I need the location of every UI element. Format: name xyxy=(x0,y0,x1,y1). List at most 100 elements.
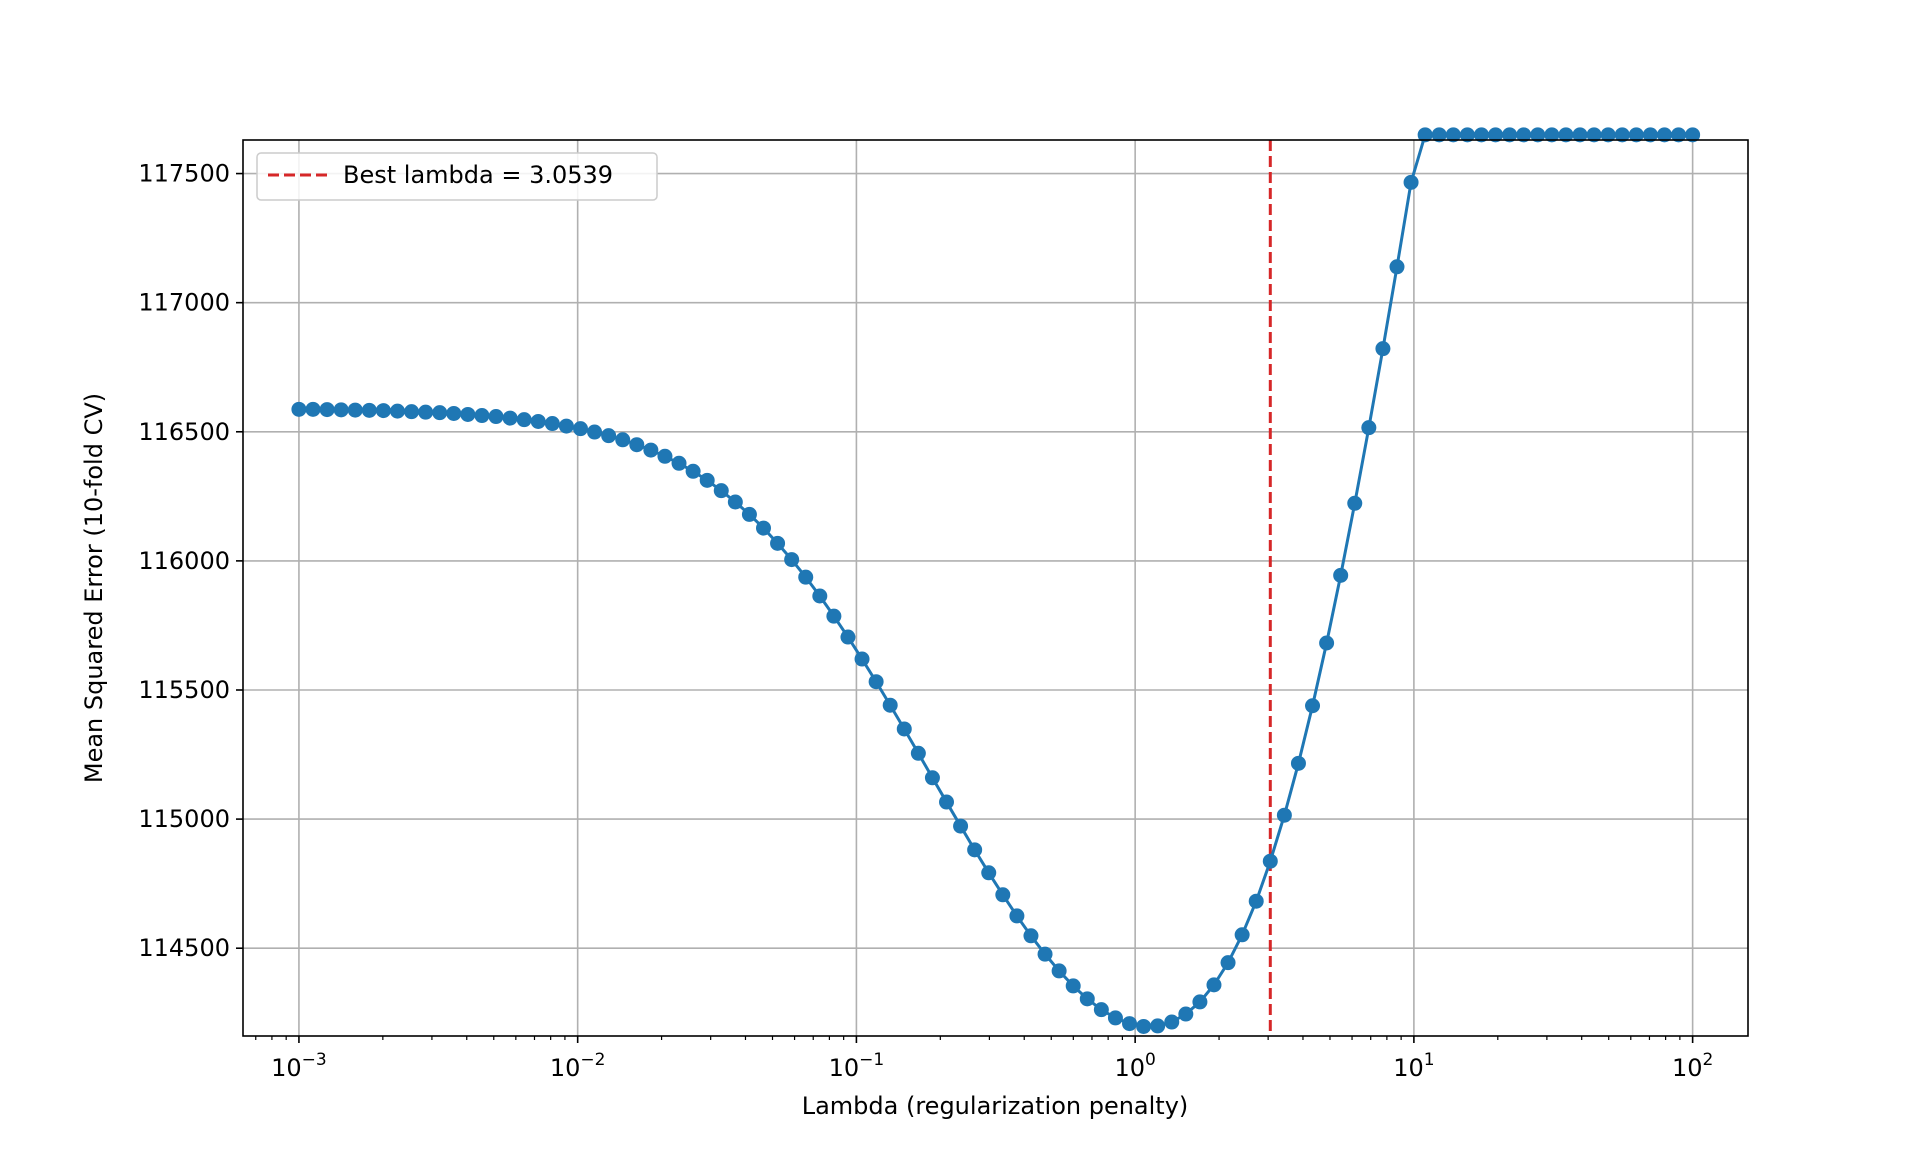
data-point xyxy=(1361,420,1377,436)
data-point xyxy=(981,865,997,881)
legend-box xyxy=(256,152,658,201)
data-point xyxy=(1009,908,1025,924)
data-point xyxy=(572,421,588,437)
data-point xyxy=(488,409,504,425)
data-point xyxy=(1558,127,1574,143)
y-tick-label: 116500 xyxy=(138,418,230,446)
data-point xyxy=(756,520,771,536)
data-point xyxy=(1530,127,1546,143)
data-point xyxy=(1023,928,1039,944)
data-point xyxy=(840,629,856,645)
data-point xyxy=(1178,1006,1194,1022)
data-point xyxy=(375,403,391,419)
data-point xyxy=(1417,127,1433,143)
legend-label: Best lambda = 3.0539 xyxy=(343,161,613,189)
data-point xyxy=(924,770,940,786)
data-point xyxy=(1642,127,1658,143)
data-point xyxy=(1290,755,1306,771)
data-point xyxy=(1079,991,1095,1007)
data-point xyxy=(1276,807,1292,823)
data-point xyxy=(1572,127,1588,143)
data-point xyxy=(1473,127,1489,143)
data-point xyxy=(460,406,476,422)
data-point xyxy=(868,674,884,690)
data-point xyxy=(319,402,335,418)
data-point xyxy=(939,794,955,810)
data-point xyxy=(530,413,546,429)
data-point xyxy=(685,463,701,479)
data-point xyxy=(896,721,912,737)
plot-frame xyxy=(242,139,1749,1037)
data-point xyxy=(1488,127,1504,143)
data-point xyxy=(798,569,814,585)
x-tick-exponent: 1 xyxy=(1424,1050,1435,1070)
data-point xyxy=(882,697,898,713)
x-tick-label: 102 xyxy=(1672,1050,1713,1082)
y-axis-label: Mean Squared Error (10-fold CV) xyxy=(80,393,108,783)
data-point xyxy=(544,416,560,432)
data-point xyxy=(713,483,729,499)
series-layer xyxy=(291,127,1701,1034)
data-point xyxy=(404,404,420,420)
data-point xyxy=(446,405,462,421)
data-point xyxy=(812,588,828,604)
data-point xyxy=(1502,127,1518,143)
y-tick-label: 115000 xyxy=(138,805,230,833)
data-point xyxy=(1093,1002,1109,1018)
data-point xyxy=(1248,893,1264,909)
data-point xyxy=(1206,977,1222,993)
data-point xyxy=(1136,1018,1152,1034)
y-tick-label: 114500 xyxy=(138,934,230,962)
data-point xyxy=(347,402,363,418)
data-point xyxy=(305,401,321,417)
data-point xyxy=(1600,127,1616,143)
data-point xyxy=(953,818,969,834)
x-tick-exponent: −3 xyxy=(302,1050,327,1070)
data-point xyxy=(1431,127,1447,143)
x-minor-ticks xyxy=(255,1036,1681,1040)
data-point xyxy=(1107,1010,1123,1026)
data-point xyxy=(291,401,307,417)
data-point xyxy=(1389,259,1405,275)
data-point xyxy=(333,402,349,418)
data-point xyxy=(910,745,926,761)
data-point xyxy=(643,442,659,458)
data-point xyxy=(995,887,1011,903)
data-point xyxy=(1656,127,1672,143)
x-tick-label: 10−1 xyxy=(829,1050,885,1082)
data-point xyxy=(854,651,870,667)
data-point xyxy=(1305,698,1321,714)
data-point xyxy=(967,842,983,858)
data-point xyxy=(784,552,800,568)
data-point xyxy=(1586,127,1602,143)
data-point xyxy=(1192,994,1208,1010)
data-point xyxy=(1445,127,1461,143)
data-point xyxy=(516,412,532,428)
data-point xyxy=(474,408,490,424)
data-point xyxy=(741,506,757,522)
data-point xyxy=(1051,963,1067,979)
y-tick-label: 117000 xyxy=(138,289,230,317)
data-point xyxy=(1459,127,1475,143)
data-point xyxy=(671,455,687,471)
data-point xyxy=(1671,127,1687,143)
data-point xyxy=(770,535,786,551)
data-point xyxy=(1333,567,1349,583)
data-point xyxy=(1037,946,1053,962)
data-point xyxy=(615,432,631,448)
data-point xyxy=(558,418,574,434)
data-point xyxy=(1220,955,1236,971)
x-tick-exponent: 2 xyxy=(1702,1050,1713,1070)
y-tick-label: 116000 xyxy=(138,547,230,575)
data-point xyxy=(1685,127,1701,143)
data-point xyxy=(1614,127,1630,143)
data-point xyxy=(418,404,434,420)
data-point xyxy=(1319,635,1335,651)
data-point xyxy=(1347,495,1363,511)
data-point xyxy=(699,472,715,488)
x-tick-exponent: 0 xyxy=(1145,1050,1156,1070)
data-point xyxy=(1234,927,1250,943)
x-tick-exponent: −2 xyxy=(580,1050,605,1070)
grid xyxy=(243,140,1748,1036)
